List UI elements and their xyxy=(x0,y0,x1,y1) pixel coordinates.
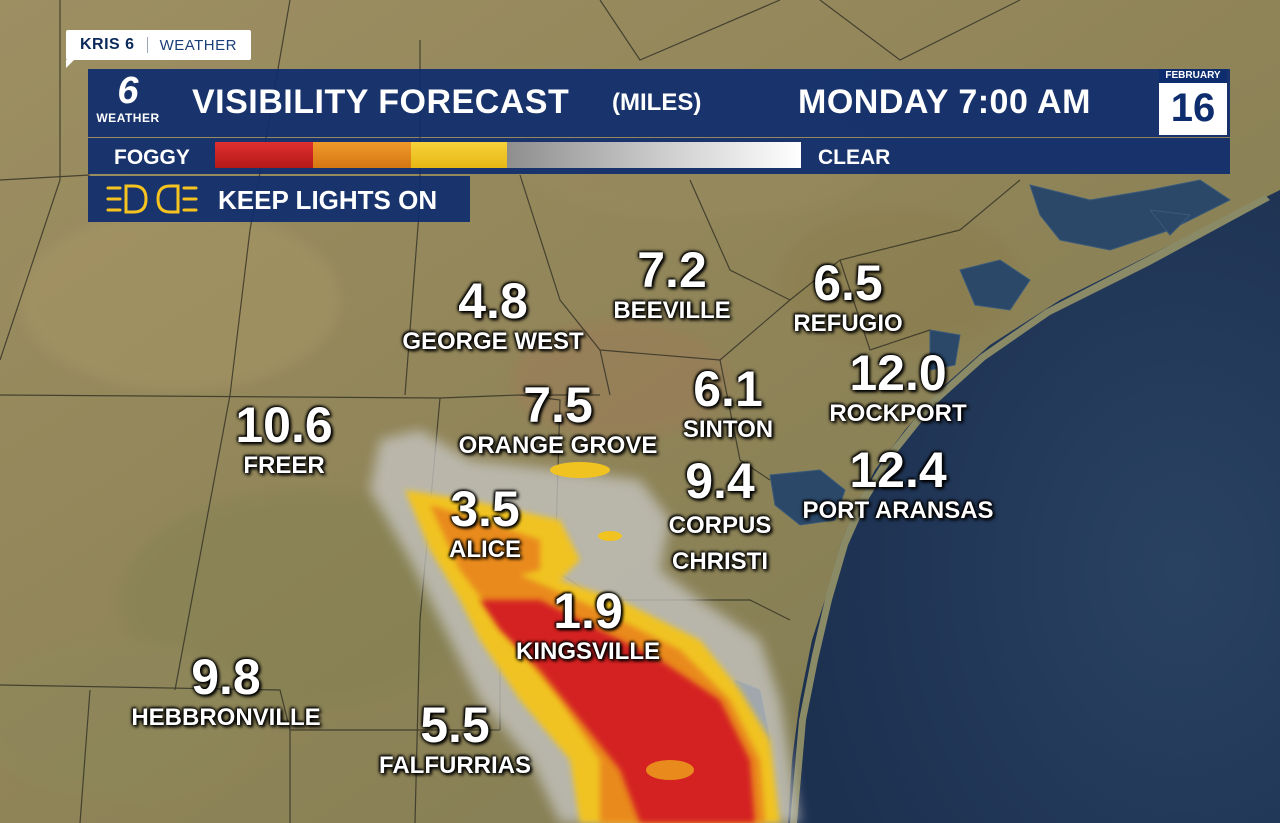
city-name: ROCKPORT xyxy=(829,400,967,427)
date-month: FEBRUARY xyxy=(1159,69,1227,83)
city-name: GEORGE WEST xyxy=(402,328,584,355)
city-name: KINGSVILLE xyxy=(515,638,661,665)
city-name: FREER xyxy=(243,452,325,479)
city-name: CORPUS CHRISTI xyxy=(668,512,772,575)
city-visibility-value: 7.2 xyxy=(637,242,707,298)
date-day: 16 xyxy=(1170,86,1216,130)
date-badge: FEBRUARY 16 xyxy=(1159,69,1227,135)
city-name: HEBBRONVILLE xyxy=(131,704,321,731)
city-visibility-value: 6.5 xyxy=(813,255,883,311)
city-visibility-value: 7.5 xyxy=(523,377,593,433)
city-visibility-value: 5.5 xyxy=(420,697,490,753)
legend-foggy-label: FOGGY xyxy=(114,146,190,169)
forecast-title: VISIBILITY FORECAST xyxy=(192,83,570,121)
legend-swatch-orange xyxy=(313,142,411,168)
city-name: ALICE xyxy=(449,536,521,563)
city-corpus-christi: 9.4 CORPUS CHRISTI xyxy=(655,454,785,580)
fog-overlay xyxy=(370,430,800,823)
city-sinton: 6.1 SINTON xyxy=(683,362,773,444)
city-name: BEEVILLE xyxy=(613,297,731,324)
city-visibility-value: 1.9 xyxy=(553,583,623,639)
city-name: FALFURRIAS xyxy=(379,752,531,779)
city-visibility-value: 6.1 xyxy=(693,361,763,417)
city-name: PORT ARANSAS xyxy=(802,497,994,524)
section-name: WEATHER xyxy=(159,36,237,54)
station-name: KRIS 6 xyxy=(80,36,135,53)
city-name: ORANGE GROVE xyxy=(458,432,658,459)
barrier-island xyxy=(790,195,1270,823)
city-falfurrias: 5.5 FALFURRIAS xyxy=(379,698,531,780)
lights-notice-text: KEEP LIGHTS ON xyxy=(218,185,438,215)
city-visibility-value: 9.8 xyxy=(191,649,261,705)
city-refugio: 6.5 REFUGIO xyxy=(793,256,902,338)
city-name: SINTON xyxy=(682,416,774,443)
station-logo: 6 WEATHER xyxy=(92,71,164,135)
legend-color-scale xyxy=(215,142,801,168)
city-visibility-value: 3.5 xyxy=(450,481,520,537)
legend-swatch-gray-white xyxy=(507,142,801,168)
terrain-texture xyxy=(0,100,1020,800)
logo-number: 6 xyxy=(117,70,139,112)
brand-separator xyxy=(146,37,148,53)
city-hebbronville: 9.8 HEBBRONVILLE xyxy=(131,650,320,732)
city-george-west: 4.8 GEORGE WEST xyxy=(402,274,583,356)
visibility-legend: FOGGY CLEAR xyxy=(88,138,1230,174)
city-beeville: 7.2 BEEVILLE xyxy=(613,243,730,325)
city-visibility-value: 4.8 xyxy=(458,273,528,329)
city-orange-grove: 7.5 ORANGE GROVE xyxy=(459,378,658,460)
gulf-of-mexico xyxy=(788,190,1280,823)
city-kingsville: 1.9 KINGSVILLE xyxy=(516,584,660,666)
city-port-aransas: 12.4 PORT ARANSAS xyxy=(802,443,993,525)
city-visibility-value: 9.4 xyxy=(685,453,755,509)
header-bar: 6 WEATHER VISIBILITY FORECAST (MILES) MO… xyxy=(88,69,1230,137)
brand-tag: KRIS 6 WEATHER xyxy=(66,30,251,68)
lights-notice: KEEP LIGHTS ON xyxy=(88,176,470,222)
legend-clear-label: CLEAR xyxy=(818,146,891,169)
units-label: (MILES) xyxy=(612,89,702,116)
city-alice: 3.5 ALICE xyxy=(449,482,521,564)
forecast-datetime: MONDAY 7:00 AM xyxy=(798,83,1091,121)
headlights-icon xyxy=(106,184,198,214)
city-rockport: 12.0 ROCKPORT xyxy=(829,346,966,428)
legend-swatch-red xyxy=(215,142,313,168)
logo-label: WEATHER xyxy=(96,111,160,125)
legend-swatch-yellow xyxy=(411,142,507,168)
city-visibility-value: 10.6 xyxy=(235,397,333,453)
city-freer: 10.6 FREER xyxy=(235,398,332,480)
city-visibility-value: 12.0 xyxy=(849,345,947,401)
city-visibility-value: 12.4 xyxy=(849,442,947,498)
city-name: REFUGIO xyxy=(793,310,903,337)
